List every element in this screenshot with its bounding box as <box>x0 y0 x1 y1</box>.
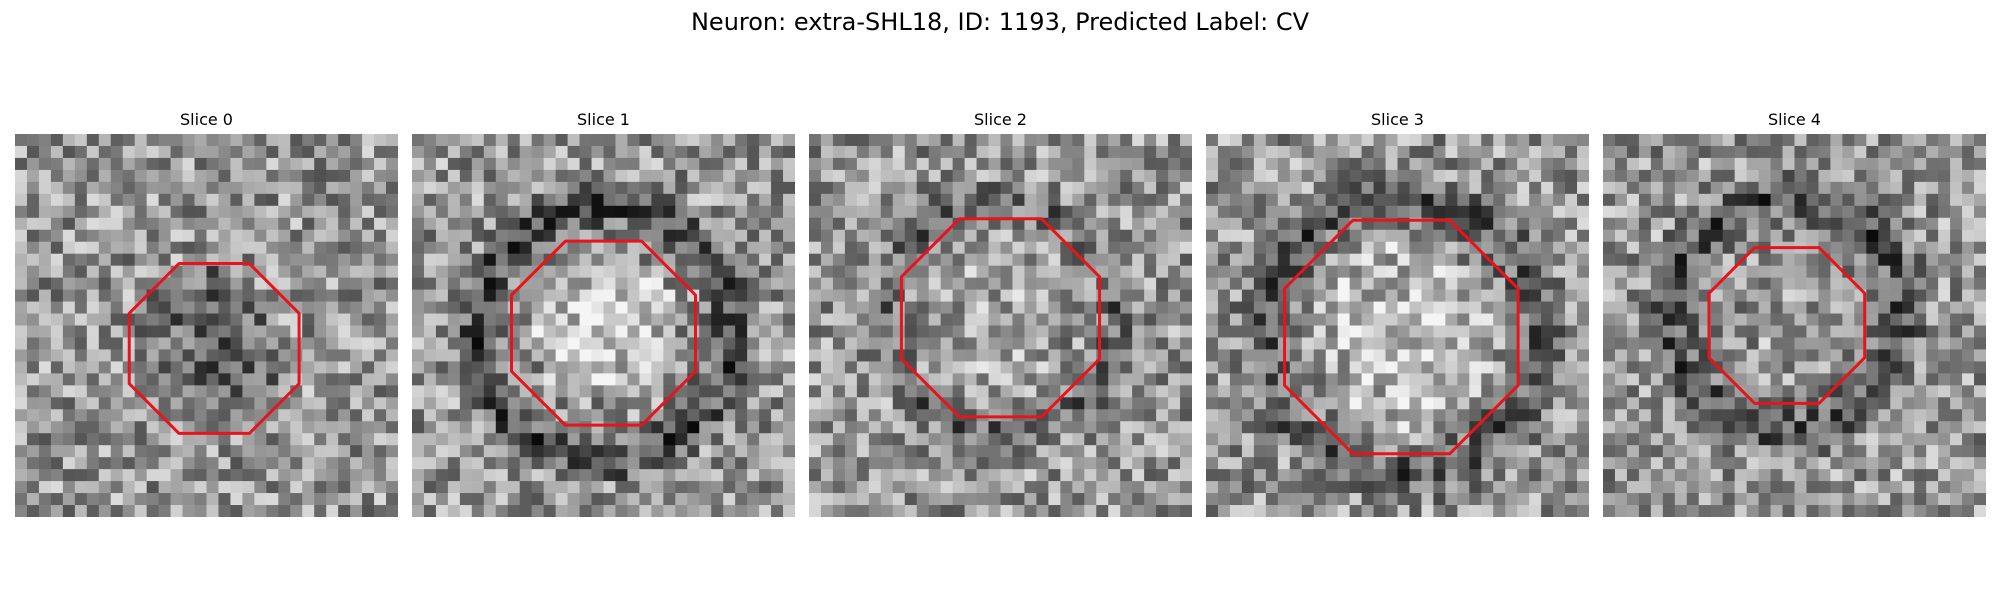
contour-outline <box>510 239 697 427</box>
slice-image <box>809 134 1192 517</box>
slice-title: Slice 4 <box>1768 110 1821 129</box>
contour-outline <box>899 217 1102 419</box>
slice-title: Slice 1 <box>577 110 630 129</box>
slice-title: Slice 0 <box>180 110 233 129</box>
contour-outline <box>1707 246 1867 405</box>
slice-title: Slice 3 <box>1371 110 1424 129</box>
contour-outline <box>127 262 301 435</box>
figure-title: Neuron: extra-SHL18, ID: 1193, Predicted… <box>690 8 1310 36</box>
contour-outline <box>1283 218 1520 456</box>
slice-image <box>1603 134 1986 517</box>
slice-image <box>412 134 795 517</box>
slice-title: Slice 2 <box>974 110 1027 129</box>
slice-image <box>15 134 398 517</box>
slice-image <box>1206 134 1589 517</box>
